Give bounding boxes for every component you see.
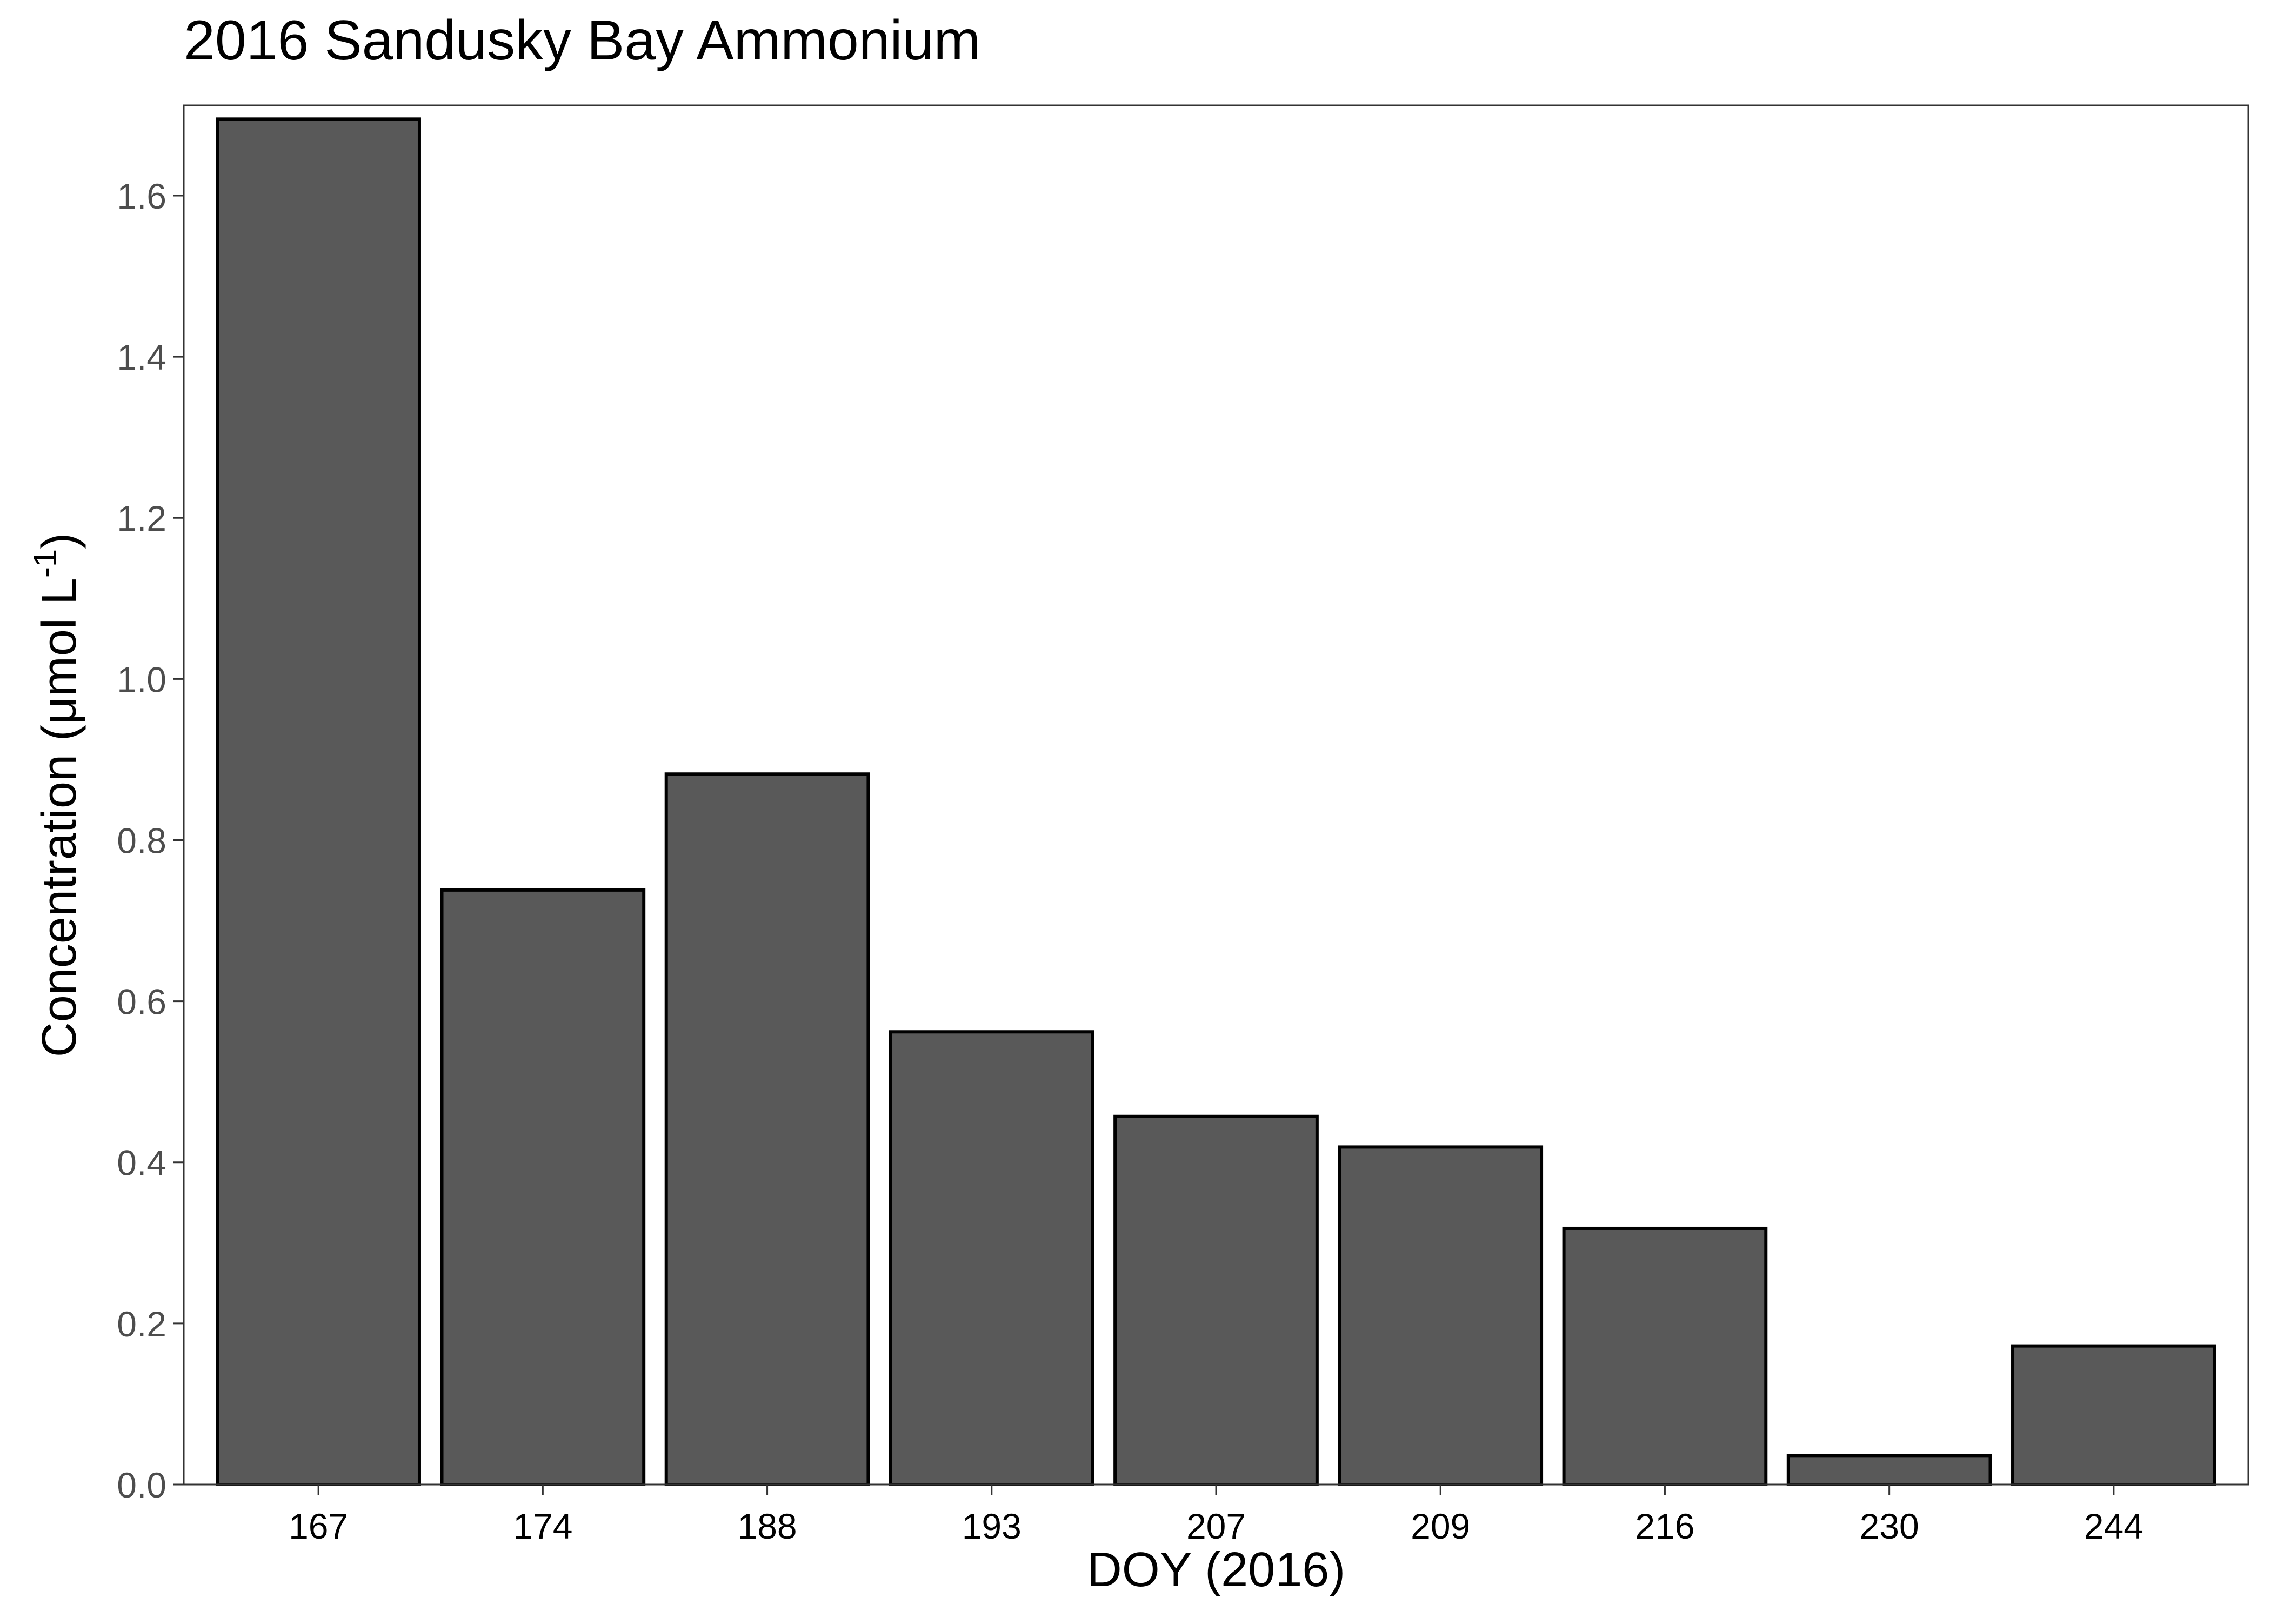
x-axis-title: DOY (2016) [1087,1543,1346,1597]
y-tick-label: 0.4 [117,1143,166,1183]
y-tick-label: 1.2 [117,498,166,538]
y-axis-title-main: Concentration (μmol L [32,578,86,1057]
y-axis: 0.0 0.2 0.4 0.6 0.8 1.0 1.2 1.4 1.6 [117,176,184,1505]
x-tick-label: 209 [1411,1506,1470,1546]
bar-167 [216,117,421,1487]
bar-216 [1562,1226,1768,1486]
y-tick-label: 1.0 [117,659,166,699]
x-tick-label: 174 [513,1506,572,1546]
bar-207 [1113,1114,1319,1486]
bar-209 [1338,1145,1544,1486]
y-tick-label: 0.8 [117,820,166,860]
y-axis-title: Concentration (μmol L-1) [27,533,86,1058]
bar-174 [440,888,646,1486]
x-tick-label: 230 [1860,1506,1919,1546]
y-tick-label: 0.2 [117,1304,166,1344]
bar-230 [1786,1454,1992,1486]
y-tick-label: 0.0 [117,1465,166,1505]
bars-layer [216,117,2216,1487]
x-tick-label: 244 [2084,1506,2144,1546]
x-tick-label: 188 [738,1506,797,1546]
chart-title: 2016 Sandusky Bay Ammonium [184,9,980,72]
bar-244 [2011,1344,2216,1486]
bar-193 [889,1030,1094,1486]
y-tick-label: 1.4 [117,337,166,377]
x-tick-label: 167 [289,1506,348,1546]
x-tick-label: 207 [1186,1506,1246,1546]
x-axis: 167 174 188 193 207 209 216 230 244 [289,1485,2144,1546]
y-tick-label: 0.6 [117,982,166,1022]
y-axis-title-superscript: -1 [27,549,63,578]
bar-188 [664,772,870,1486]
x-tick-label: 193 [962,1506,1021,1546]
y-tick-label: 1.6 [117,176,166,216]
x-tick-label: 216 [1635,1506,1694,1546]
y-axis-title-close: ) [32,533,86,549]
